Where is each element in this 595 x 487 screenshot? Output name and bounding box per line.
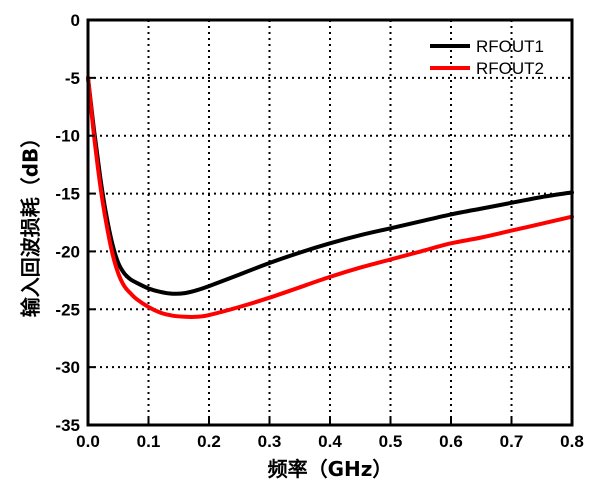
x-tick-label: 0.0 — [76, 432, 100, 451]
series-line-2 — [86, 75, 574, 319]
y-tick-label: -30 — [55, 358, 80, 377]
y-tick-label: -35 — [55, 416, 80, 435]
legend-label-1: RFOUT1 — [476, 37, 544, 56]
y-tick-label: -5 — [65, 69, 80, 88]
x-tick-label: 0.5 — [379, 432, 403, 451]
x-tick-label: 0.6 — [439, 432, 463, 451]
y-tick-label: -25 — [55, 300, 80, 319]
y-axis-label: 输入回波损耗（dB） — [19, 128, 43, 318]
x-tick-label: 0.7 — [500, 432, 524, 451]
x-tick-label: 0.4 — [318, 432, 342, 451]
legend: RFOUT1 RFOUT2 — [430, 37, 544, 78]
x-tick-label: 0.1 — [137, 432, 161, 451]
x-tick-label: 0.8 — [560, 432, 584, 451]
x-tick-label: 0.3 — [258, 432, 282, 451]
axis-ticks: 0.0 0.1 0.2 0.3 0.4 0.5 0.6 0.7 0.8 0 -5 -10 -15 -20 -… — [55, 11, 583, 451]
grid-lines — [88, 20, 572, 425]
legend-label-2: RFOUT2 — [476, 59, 544, 78]
series-line-1 — [86, 75, 574, 296]
y-tick-label: -20 — [55, 242, 80, 261]
series-layer — [86, 75, 574, 319]
x-tick-label: 0.2 — [197, 432, 221, 451]
y-tick-label: -15 — [55, 185, 80, 204]
y-tick-label: 0 — [71, 11, 80, 30]
y-tick-label: -10 — [55, 127, 80, 146]
x-axis-label: 频率（GHz） — [268, 457, 393, 481]
